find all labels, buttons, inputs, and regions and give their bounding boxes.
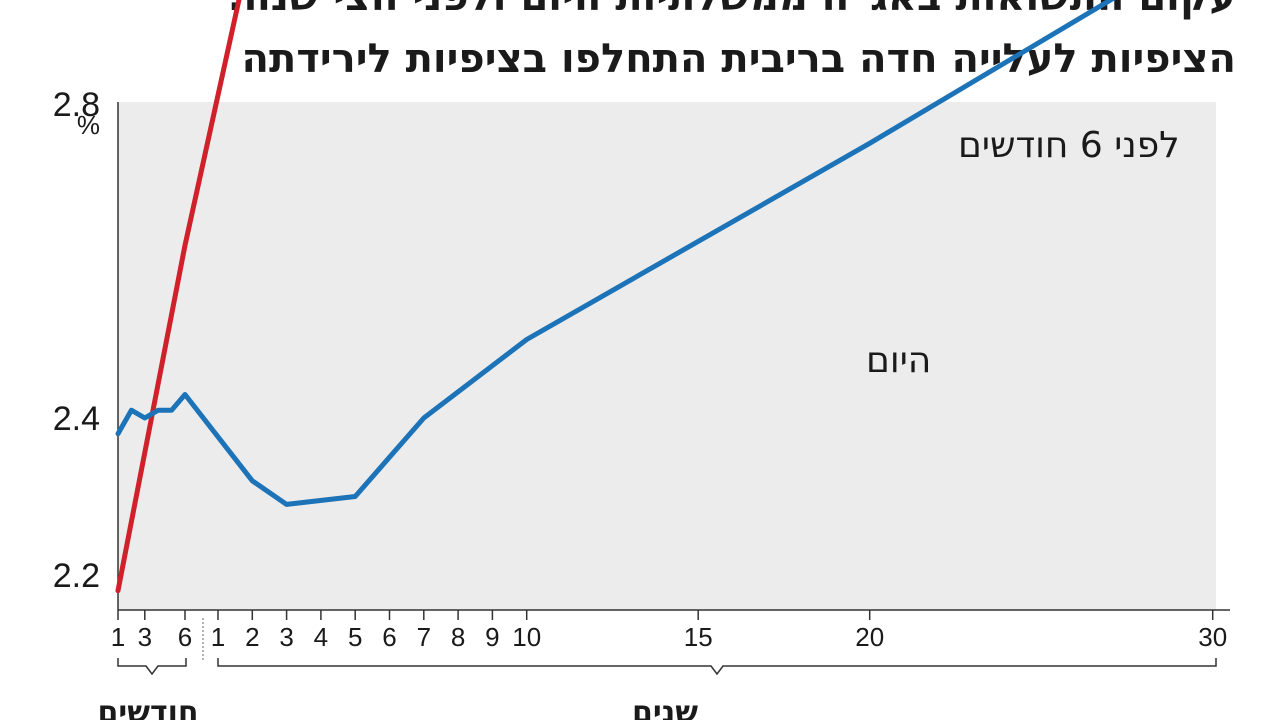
- x-tick-label: 15: [684, 622, 713, 652]
- x-tick-label: 6: [382, 622, 396, 652]
- y-axis-unit: %: [77, 110, 100, 140]
- x-tick-label: 9: [485, 622, 499, 652]
- x-axis: 1 3 6 1 2 3 4 5 6 7 8 9 10 15 20 30: [111, 609, 1230, 660]
- y-tick-label: 2.2: [53, 557, 100, 595]
- x-tick-label: 8: [451, 622, 465, 652]
- y-tick-label: 2.4: [53, 400, 100, 438]
- chart-subtitle: הציפיות לעלייה חדה בריבית התחלפו בציפיות…: [241, 36, 1236, 82]
- series-labels: לפני 6 חודשים היום: [866, 125, 1180, 381]
- x-tick-label: 4: [314, 622, 328, 652]
- x-tick-label: 3: [138, 622, 152, 652]
- x-tick-label: 1: [211, 622, 225, 652]
- x-tick-label: 20: [855, 622, 884, 652]
- x-tick-label: 1: [111, 622, 125, 652]
- series-layer: [115, 0, 1116, 594]
- x-tick-label: 10: [512, 622, 541, 652]
- plot-background: [118, 102, 1216, 610]
- x-tick-label: 5: [348, 622, 362, 652]
- y-tick-label: 2.8: [53, 86, 100, 124]
- months-group-label: חודשים: [97, 695, 198, 720]
- x-axis-groups: חודשים שנים: [97, 658, 1217, 720]
- series-label-1: היום: [866, 340, 931, 381]
- x-tick-label: 30: [1198, 622, 1227, 652]
- series-line-1: [115, 0, 1116, 507]
- years-group-label: שנים: [632, 695, 698, 720]
- x-tick-label: 6: [178, 622, 192, 652]
- series-line-0: [115, 0, 242, 594]
- years-bracket: [217, 658, 1217, 676]
- x-tick-label: 7: [417, 622, 431, 652]
- x-tick-label: 2: [245, 622, 259, 652]
- y-axis: 2.22.42.833.23.4: [53, 86, 119, 610]
- x-tick-label: 3: [279, 622, 293, 652]
- months-bracket: [117, 658, 187, 676]
- series-label-0: לפני 6 חודשים: [958, 125, 1180, 166]
- chart-title: עקום התשואות באג"ח ממשלתיות היום ולפני ח…: [227, 0, 1236, 20]
